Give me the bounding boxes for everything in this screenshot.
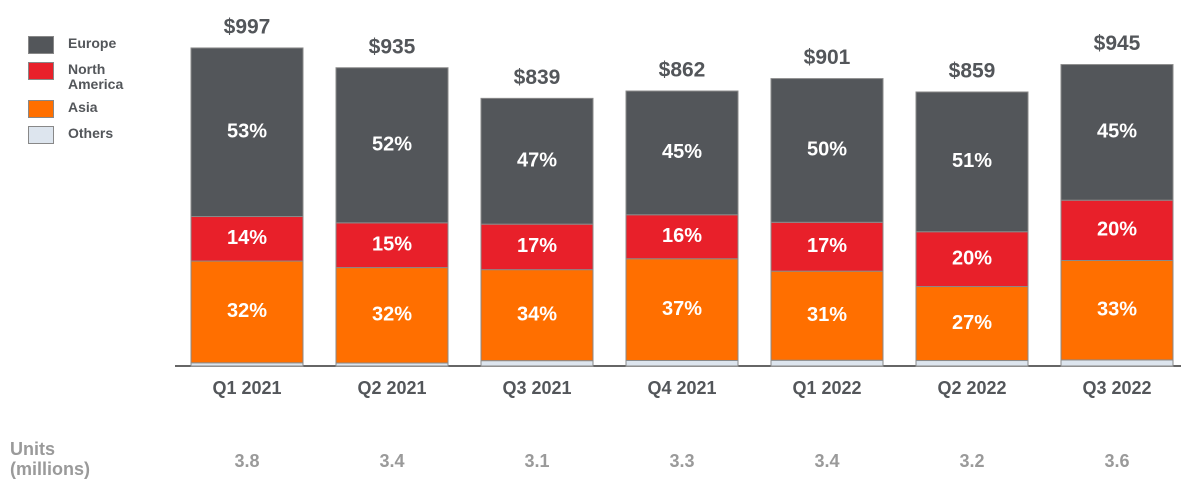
segment-label: 20% xyxy=(1097,219,1137,241)
legend-item: Others xyxy=(28,126,138,144)
legend-label: Asia xyxy=(68,99,98,115)
x-tick-label: Q3 2021 xyxy=(502,378,571,398)
segment-label: 17% xyxy=(517,235,557,257)
bar-segment xyxy=(190,260,304,364)
x-tick-label: Q1 2021 xyxy=(212,378,281,398)
bar-segment xyxy=(190,47,304,218)
x-tick-label: Q2 2022 xyxy=(937,378,1006,398)
bar-segment xyxy=(1060,359,1174,367)
bar-segment xyxy=(915,91,1029,233)
legend-label: Europe xyxy=(68,35,117,51)
bar-segment xyxy=(480,223,594,271)
x-tick-label: Q3 2022 xyxy=(1082,378,1151,398)
bar-segment xyxy=(625,90,739,216)
segment-label: 32% xyxy=(227,300,267,322)
bar-segment xyxy=(335,222,449,269)
segment-label: 45% xyxy=(1097,121,1137,143)
units-value: 3.3 xyxy=(669,451,694,471)
segment-label: 33% xyxy=(1097,299,1137,321)
bar-segment xyxy=(480,97,594,225)
legend-swatch xyxy=(28,62,54,80)
bar-segment xyxy=(335,267,449,364)
units-value: 3.4 xyxy=(379,451,404,471)
segment-label: 32% xyxy=(372,304,412,326)
segment-label: 17% xyxy=(807,235,847,257)
units-value: 3.6 xyxy=(1104,451,1129,471)
legend-swatch xyxy=(28,36,54,54)
total-label: $997 xyxy=(224,16,271,39)
bar-segment xyxy=(770,78,884,223)
units-label: Units xyxy=(10,439,55,459)
bar-segment xyxy=(625,258,739,362)
bar-segment xyxy=(480,360,594,367)
segment-label: 27% xyxy=(952,312,992,334)
segment-label: 37% xyxy=(662,298,702,320)
x-tick-label: Q1 2022 xyxy=(792,378,861,398)
bar-segment xyxy=(335,67,449,224)
segment-label: 50% xyxy=(807,139,847,161)
segment-label: 45% xyxy=(662,141,702,163)
segment-label: 34% xyxy=(517,303,557,325)
bar-segment xyxy=(625,360,739,367)
total-label: $862 xyxy=(659,59,706,82)
units-label: (millions) xyxy=(10,459,90,479)
bar-segment xyxy=(770,221,884,272)
segment-label: 14% xyxy=(227,227,267,249)
legend-item: Asia xyxy=(28,100,138,118)
segment-label: 52% xyxy=(372,134,412,156)
legend-item: Europe xyxy=(28,36,138,54)
bar-segment xyxy=(480,269,594,362)
bar-segment xyxy=(1060,199,1174,261)
legend-item: North America xyxy=(28,62,138,92)
units-value: 3.2 xyxy=(959,451,984,471)
bar-segment xyxy=(1060,259,1174,361)
segment-label: 53% xyxy=(227,121,267,143)
segment-label: 15% xyxy=(372,233,412,255)
bar-segment xyxy=(915,360,1029,367)
total-label: $935 xyxy=(369,35,416,58)
bar-segment xyxy=(190,216,304,262)
units-value: 3.1 xyxy=(524,451,549,471)
total-label: $859 xyxy=(949,60,996,83)
bar-segment xyxy=(915,286,1029,362)
total-label: $945 xyxy=(1094,32,1141,55)
segment-label: 20% xyxy=(952,247,992,269)
segment-label: 51% xyxy=(952,150,992,172)
segment-label: 16% xyxy=(662,225,702,247)
bar-segment xyxy=(625,214,739,260)
legend-label: North America xyxy=(68,61,124,92)
x-tick-label: Q4 2021 xyxy=(647,378,716,398)
bar-segment xyxy=(770,359,884,367)
units-value: 3.8 xyxy=(234,451,259,471)
legend-label: Others xyxy=(68,125,114,141)
segment-label: 31% xyxy=(807,304,847,326)
total-label: $839 xyxy=(514,66,561,89)
x-tick-label: Q2 2021 xyxy=(357,378,426,398)
legend-swatch xyxy=(28,126,54,144)
bar-segment xyxy=(915,231,1029,288)
bar-segment xyxy=(1060,64,1174,201)
segment-label: 47% xyxy=(517,150,557,172)
legend: Europe North America Asia Others xyxy=(28,36,138,152)
total-label: $901 xyxy=(804,46,851,69)
legend-swatch xyxy=(28,100,54,118)
units-value: 3.4 xyxy=(814,451,839,471)
